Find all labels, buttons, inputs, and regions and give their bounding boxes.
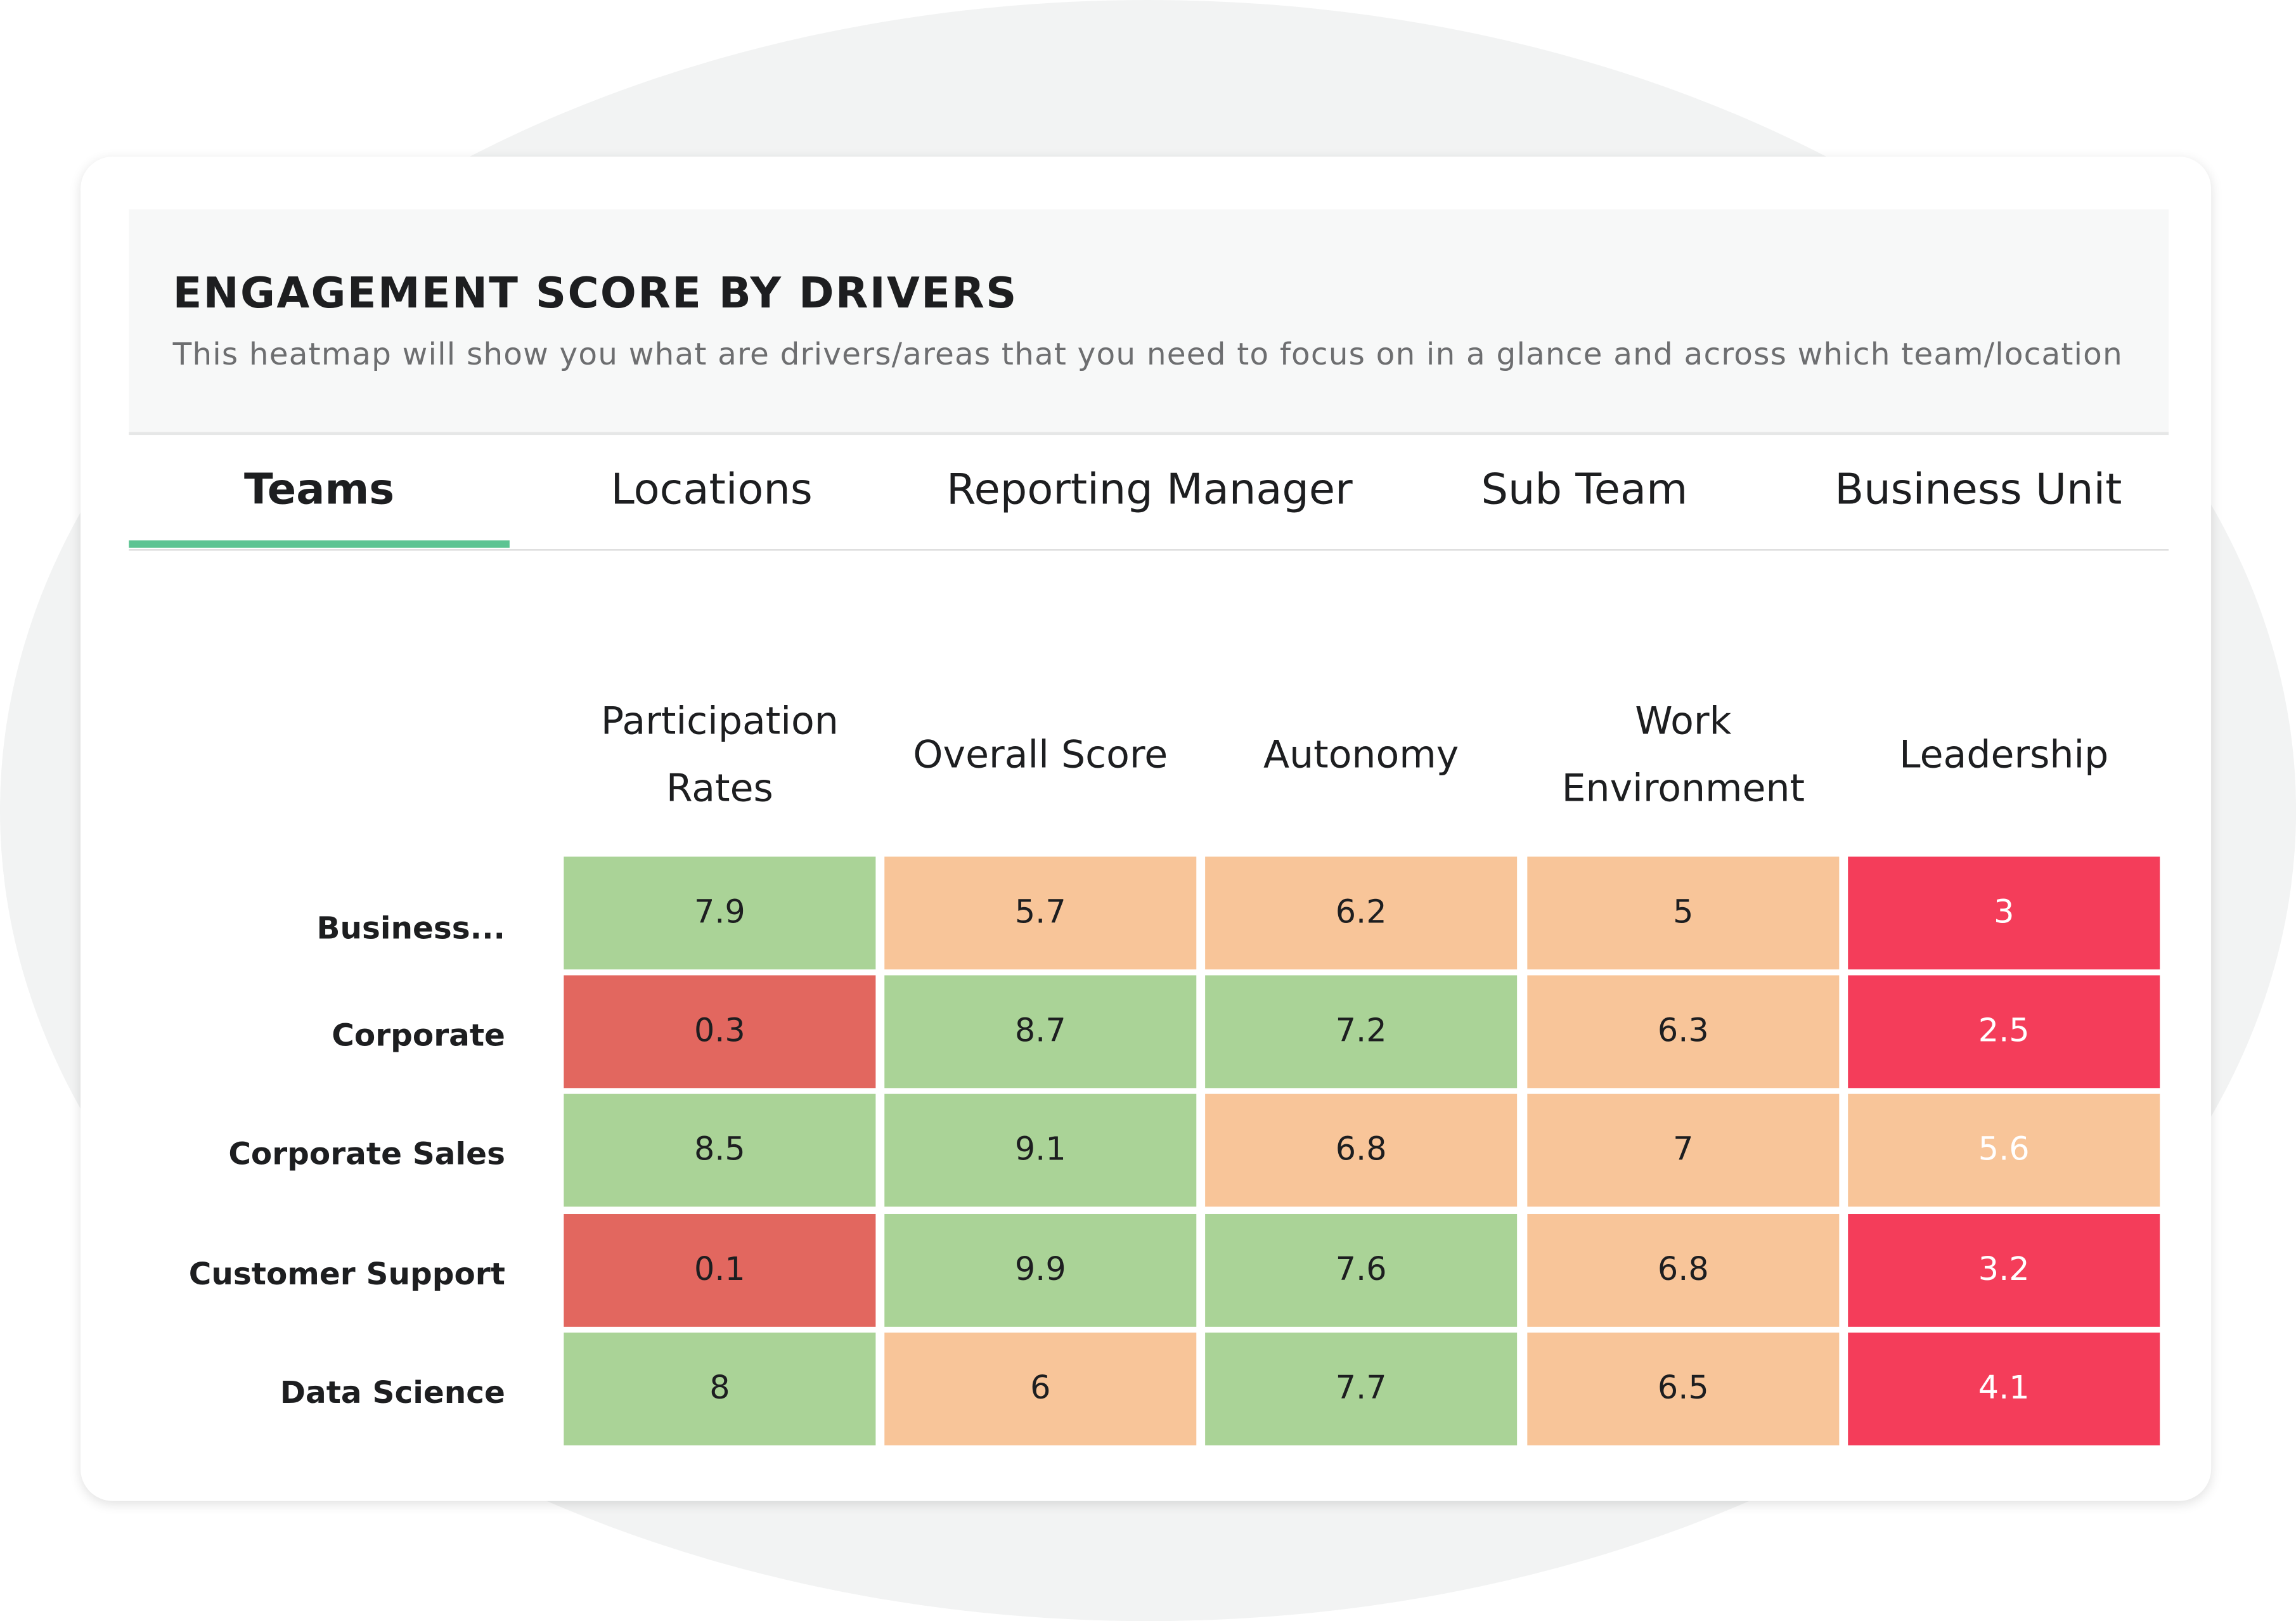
heatmap-cell[interactable]: 6.2: [1205, 856, 1518, 970]
column-header: Overall Score: [913, 722, 1168, 789]
heatmap-cell[interactable]: 5: [1527, 856, 1840, 970]
column-header-line: Participation: [600, 700, 839, 744]
heatmap-cell[interactable]: 3.2: [1848, 1213, 2160, 1327]
heatmap-cell[interactable]: 8.7: [884, 975, 1197, 1088]
heatmap-cell[interactable]: 4.1: [1848, 1333, 2160, 1445]
row-label: Business...: [316, 910, 505, 946]
heatmap-card: ENGAGEMENT SCORE BY DRIVERS This heatmap…: [81, 157, 2212, 1501]
heatmap-cell[interactable]: 0.3: [564, 975, 876, 1088]
heatmap-cell[interactable]: 5.6: [1848, 1094, 2160, 1207]
column-header: Autonomy: [1263, 722, 1459, 789]
tab-locations[interactable]: Locations: [610, 464, 813, 514]
heatmap-cell[interactable]: 6.8: [1205, 1094, 1518, 1207]
heatmap-cell[interactable]: 3: [1848, 856, 2160, 970]
heatmap-cell[interactable]: 2.5: [1848, 975, 2160, 1088]
active-tab-indicator: [129, 540, 510, 548]
column-header-line: Rates: [666, 767, 773, 811]
heatmap-cell[interactable]: 7.7: [1205, 1333, 1518, 1445]
heatmap-cell[interactable]: 9.1: [884, 1094, 1197, 1207]
heatmap-cell[interactable]: 7.9: [564, 856, 876, 970]
tab-bar: Teams Locations Reporting Manager Sub Te…: [129, 449, 2169, 551]
heatmap-cell[interactable]: 7.2: [1205, 975, 1518, 1088]
row-label: Data Science: [280, 1374, 505, 1410]
column-header-line: Environment: [1561, 767, 1805, 811]
row-label: Corporate Sales: [228, 1135, 505, 1171]
row-label: Corporate: [332, 1017, 505, 1052]
heatmap-cell[interactable]: 0.1: [564, 1213, 876, 1327]
page-title: ENGAGEMENT SCORE BY DRIVERS: [172, 268, 1018, 318]
card-header: ENGAGEMENT SCORE BY DRIVERS This heatmap…: [129, 209, 2169, 436]
heatmap-cell[interactable]: 5.7: [884, 856, 1197, 970]
tab-sub-team[interactable]: Sub Team: [1481, 464, 1688, 514]
column-header: Participation Rates: [601, 688, 839, 823]
heatmap-cell[interactable]: 8: [564, 1333, 876, 1445]
heatmap-cell[interactable]: 8.5: [564, 1094, 876, 1207]
tab-teams[interactable]: Teams: [244, 464, 395, 514]
column-header-line: Overall Score: [913, 733, 1168, 778]
tab-reporting-manager[interactable]: Reporting Manager: [946, 464, 1353, 514]
column-header-line: Autonomy: [1263, 733, 1459, 778]
heatmap-cell[interactable]: 9.9: [884, 1213, 1197, 1327]
column-header-line: Leadership: [1899, 733, 2109, 778]
page-subtitle: This heatmap will show you what are driv…: [172, 337, 2123, 372]
heatmap-cell[interactable]: 6.3: [1527, 975, 1840, 1088]
heatmap-cell[interactable]: 7: [1527, 1094, 1840, 1207]
heatmap-cell[interactable]: 6.8: [1527, 1213, 1840, 1327]
column-header-line: Work: [1635, 700, 1732, 744]
row-label: Customer Support: [188, 1255, 505, 1291]
heatmap-cell[interactable]: 6.5: [1527, 1333, 1840, 1445]
heatmap-cell[interactable]: 6: [884, 1333, 1197, 1445]
column-header: Leadership: [1899, 722, 2108, 789]
column-header: Work Environment: [1562, 688, 1805, 823]
heatmap-cell[interactable]: 7.6: [1205, 1213, 1518, 1327]
tab-business-unit[interactable]: Business Unit: [1835, 464, 2122, 514]
